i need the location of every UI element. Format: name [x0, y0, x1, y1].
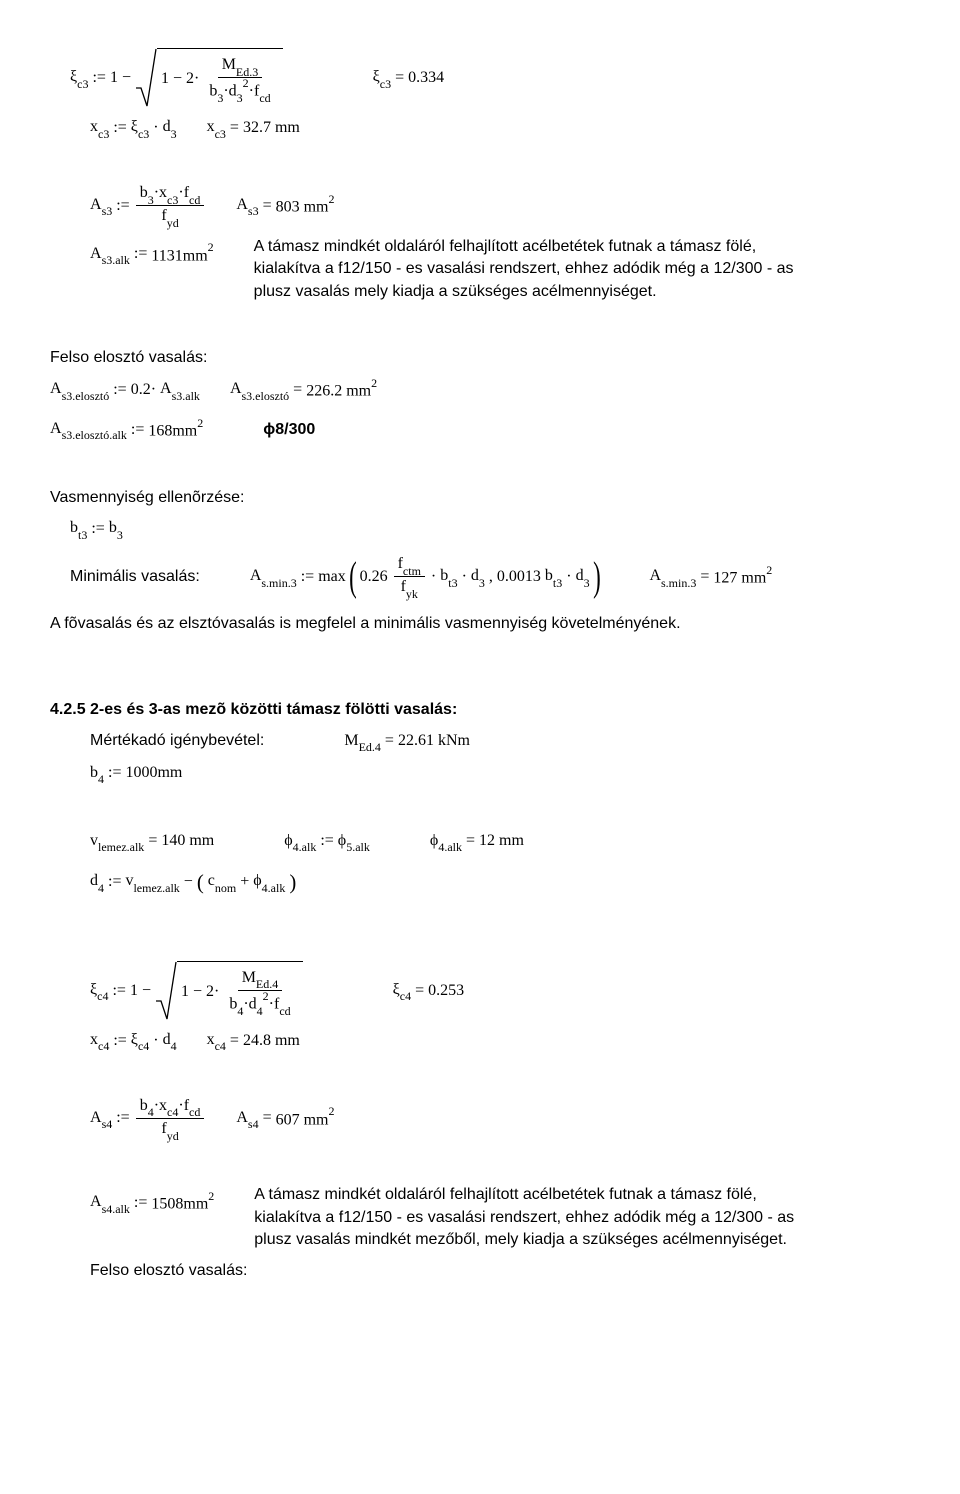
- eq-x-c3: xc3 := ξc3·d3 xc3 = 32.7 mm: [90, 116, 910, 140]
- eq-A-smin3: Minimális vasalás: As.min.3 := max ( 0.2…: [70, 555, 910, 599]
- eq-x-c4: xc4 := ξc4·d4 xc4 = 24.8 mm: [90, 1029, 910, 1053]
- label-felso-eloszto-2: Felso elosztó vasalás:: [90, 1260, 910, 1282]
- label-vasmennyiseg: Vasmennyiség ellenõrzése:: [50, 487, 910, 509]
- eq-A-s4-alk: As4.alk := 1508mm2: [90, 1190, 214, 1216]
- label-felso-eloszto-1: Felso elosztó vasalás:: [50, 347, 910, 369]
- eq-d4: d4 := vlemez.alk − (cnom + ϕ4.alk): [90, 868, 910, 897]
- section-4-2-5-heading: 4.2.5 2-es és 3-as mezõ közötti támasz f…: [50, 699, 910, 721]
- sqrt-icon: [135, 48, 157, 108]
- eq-A-s3-eloszto: As3.elosztó := 0.2·As3.alk As3.elosztó =…: [50, 377, 910, 403]
- note-tamasz-2: A támasz mindkét oldaláról felhajlított …: [254, 1184, 794, 1251]
- eq-xi-c3-def: ξc3 := 1 − 1 − 2· MEd.3 b3·d32·fcd ξc3 =: [70, 48, 910, 108]
- eq-b4: b4 := 1000mm: [90, 762, 910, 786]
- eq-xi-c4-result: ξc4 = 0.253: [393, 979, 465, 1003]
- label-min-vasalas: Minimális vasalás:: [70, 566, 200, 588]
- eq-A-s3-eloszto-alk: As3.elosztó.alk := 168mm2 ϕ8/300: [50, 417, 910, 443]
- eq-bt3: bt3 := b3: [70, 517, 910, 541]
- note-fovasalas: A fõvasalás és az elsztóvasalás is megfe…: [50, 613, 910, 635]
- row-vlemez-phi4: vlemez.alk = 140 mm ϕ4.alk := ϕ5.alk ϕ4.…: [90, 830, 910, 854]
- eq-xi-c4-def: ξc4 := 1 − 1 − 2· MEd.4 b4·d42·fcd ξc4 =: [90, 961, 910, 1021]
- eq-xi-c3-result: ξc3 = 0.334: [373, 66, 445, 90]
- sqrt-icon: [155, 961, 177, 1021]
- row-mertekado: Mértékadó igénybevétel: MEd.4 = 22.61 kN…: [90, 730, 910, 754]
- note-tamasz-1: A támasz mindkét oldaláról felhajlított …: [254, 236, 794, 303]
- eq-A-s4: As4 := b4·xc4·fcd fyd As4 = 607 mm2: [90, 1097, 910, 1141]
- eq-A-s3: As3 := b3·xc3·fcd fyd As3 = 803 mm2: [90, 184, 910, 228]
- eq-A-s3-alk: As3.alk := 1131mm2: [90, 242, 214, 268]
- label-mertekado: Mértékadó igénybevétel:: [90, 730, 264, 752]
- phi-8-300: ϕ8/300: [263, 419, 315, 441]
